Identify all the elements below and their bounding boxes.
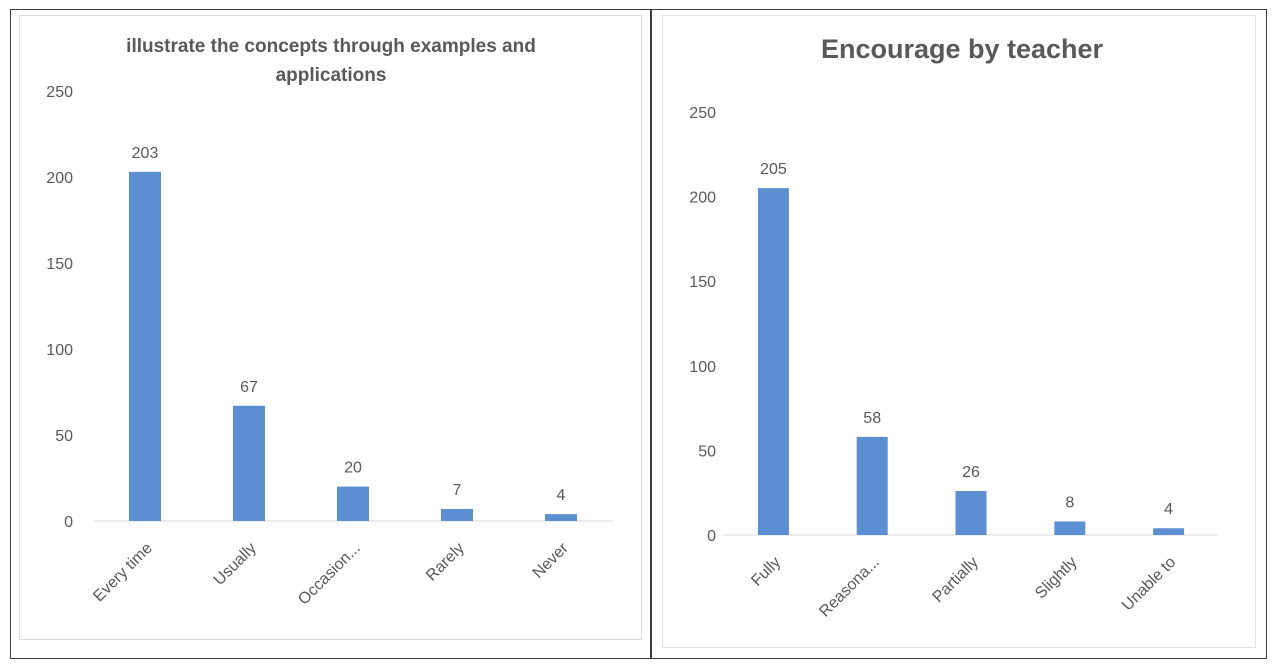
x-tick-label: Occasion... [295,540,364,609]
data-label: 203 [132,145,159,162]
x-tick-label: Unable to [1119,554,1180,615]
chart-area-border [19,15,642,640]
y-tick-label: 100 [689,359,716,376]
x-tick-label: Fully [748,554,784,590]
chart-area-border [662,15,1256,648]
chart-panel-right: Encourage by teacher 0 50 100 150 200 250 205 F… [651,9,1267,659]
x-tick-label: Usually [211,540,260,589]
y-tick-label: 150 [689,274,716,291]
bar [955,491,987,535]
bar [856,436,888,535]
data-label: 4 [1164,501,1173,518]
data-label: 26 [962,464,980,481]
bar [757,188,789,535]
x-tick-label: Never [530,539,573,582]
data-label: 205 [760,161,787,178]
x-tick-label: Slightly [1032,554,1080,602]
x-tick-label: Every time [90,540,156,606]
bar-chart-encourage-by-teacher: 0 50 100 150 200 250 205 Fully 58 Reasona... 26 Par… [689,105,1218,621]
y-tick-label: 150 [46,256,73,273]
bar [1153,528,1185,535]
bar [129,171,161,521]
data-label: 67 [240,379,258,396]
data-label: 4 [557,487,566,504]
y-tick-label: 50 [55,428,73,445]
y-tick-label: 250 [46,84,73,101]
x-tick-label: Partially [930,554,982,606]
data-label: 8 [1065,494,1074,511]
data-label: 58 [863,410,881,427]
bar [233,405,265,521]
bar [1054,521,1086,535]
x-tick-label: Rarely [423,540,468,585]
bar [545,514,577,521]
y-tick-label: 0 [707,528,716,545]
y-tick-label: 50 [698,443,716,460]
y-tick-label: 250 [689,105,716,122]
data-label: 7 [453,482,462,499]
bar [337,486,369,521]
chart-panel-left: illustrate the concepts through examples… [10,9,651,659]
bar-chart-illustrate-concepts: 0 50 100 150 200 250 203 Every time 67 Usually 20 O… [46,84,613,609]
chart-title: illustrate the concepts through examples… [126,36,536,86]
data-label: 20 [344,460,362,477]
y-tick-label: 100 [46,342,73,359]
chart-title: Encourage by teacher [820,34,1104,64]
bar [441,508,473,521]
y-tick-label: 200 [689,190,716,207]
x-tick-label: Reasona... [816,554,883,621]
y-tick-label: 200 [46,170,73,187]
y-tick-label: 0 [64,514,73,531]
